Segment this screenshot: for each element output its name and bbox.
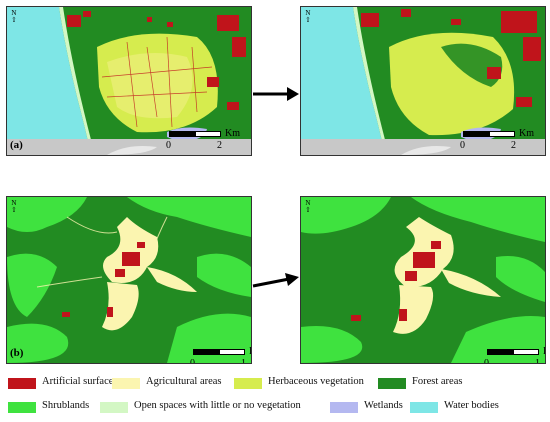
legend-swatch (112, 378, 140, 389)
scale-bar-black (463, 131, 489, 137)
scale-tick-start: 0 (190, 358, 195, 364)
scale-tick-end: 2 (511, 140, 516, 151)
legend-label: Artificial surfaces (42, 376, 118, 387)
transition-arrow-icon (253, 87, 299, 101)
transition-arrow-icon (252, 273, 299, 288)
scale-bar-black (169, 131, 195, 137)
scale-bar-a-left: Km 0 2 (163, 128, 251, 153)
panel-a-label: (a) (10, 139, 23, 151)
legend-label: Shrublands (42, 400, 90, 411)
legend-label: Forest areas (412, 376, 463, 387)
map-b-original: N⇧ (b) Km 0 1 (6, 196, 252, 364)
scale-unit: Km (225, 128, 240, 139)
legend: Artificial surfaces Agricultural areas H… (0, 370, 550, 422)
scale-tick-end: 1 (241, 358, 246, 364)
north-label: N (11, 9, 17, 17)
scale-bar-b-left: Km 0 1 (187, 346, 251, 364)
scale-bar-black (487, 349, 513, 355)
north-label: N (305, 199, 311, 207)
legend-swatch (234, 378, 262, 389)
scale-bar-white (219, 349, 245, 355)
legend-label: Agricultural areas (146, 376, 222, 387)
scale-unit: Km (519, 128, 534, 139)
map-a-generalized-canvas (301, 7, 545, 155)
north-arrow-icon: N ⇧ (11, 9, 17, 24)
scale-tick-start: 0 (166, 140, 171, 151)
north-label: N (305, 9, 311, 17)
legend-swatch (8, 378, 36, 389)
legend-swatch (8, 402, 36, 413)
map-a-generalized: N ⇧ Km 0 2 (300, 6, 546, 156)
legend-swatch (330, 402, 358, 413)
map-b-generalized: N⇧ Km 0 1 (300, 196, 546, 364)
scale-unit: Km (543, 346, 545, 357)
legend-swatch (100, 402, 128, 413)
scale-bar-white (489, 131, 515, 137)
panel-b-label: (b) (10, 347, 24, 359)
scale-bar-white (513, 349, 539, 355)
legend-label: Water bodies (444, 400, 499, 411)
north-label: N (11, 199, 17, 207)
north-arrow-icon: N ⇧ (305, 199, 311, 214)
scale-unit: Km (249, 346, 251, 357)
north-arrow-icon: N ⇧ (11, 199, 17, 214)
legend-swatch (410, 402, 438, 413)
scale-tick-start: 0 (484, 358, 489, 364)
scale-tick-end: 1 (535, 358, 540, 364)
map-b-original-canvas (7, 197, 251, 363)
north-arrow-icon: N ⇧ (305, 9, 311, 24)
legend-label: Wetlands (364, 400, 403, 411)
legend-swatch (378, 378, 406, 389)
legend-label: Herbaceous vegetation (268, 376, 364, 387)
map-a-original: N ⇧ (a) Km 0 2 (6, 6, 252, 156)
scale-bar-b-right: Km 0 1 (481, 346, 545, 364)
scale-bar-white (195, 131, 221, 137)
scale-bar-a-right: Km 0 2 (457, 128, 545, 153)
scale-tick-end: 2 (217, 140, 222, 151)
map-b-generalized-canvas (301, 197, 545, 363)
scale-bar-black (193, 349, 219, 355)
legend-label: Open spaces with little or no vegetation (134, 400, 301, 411)
map-a-original-canvas (7, 7, 251, 155)
scale-tick-start: 0 (460, 140, 465, 151)
